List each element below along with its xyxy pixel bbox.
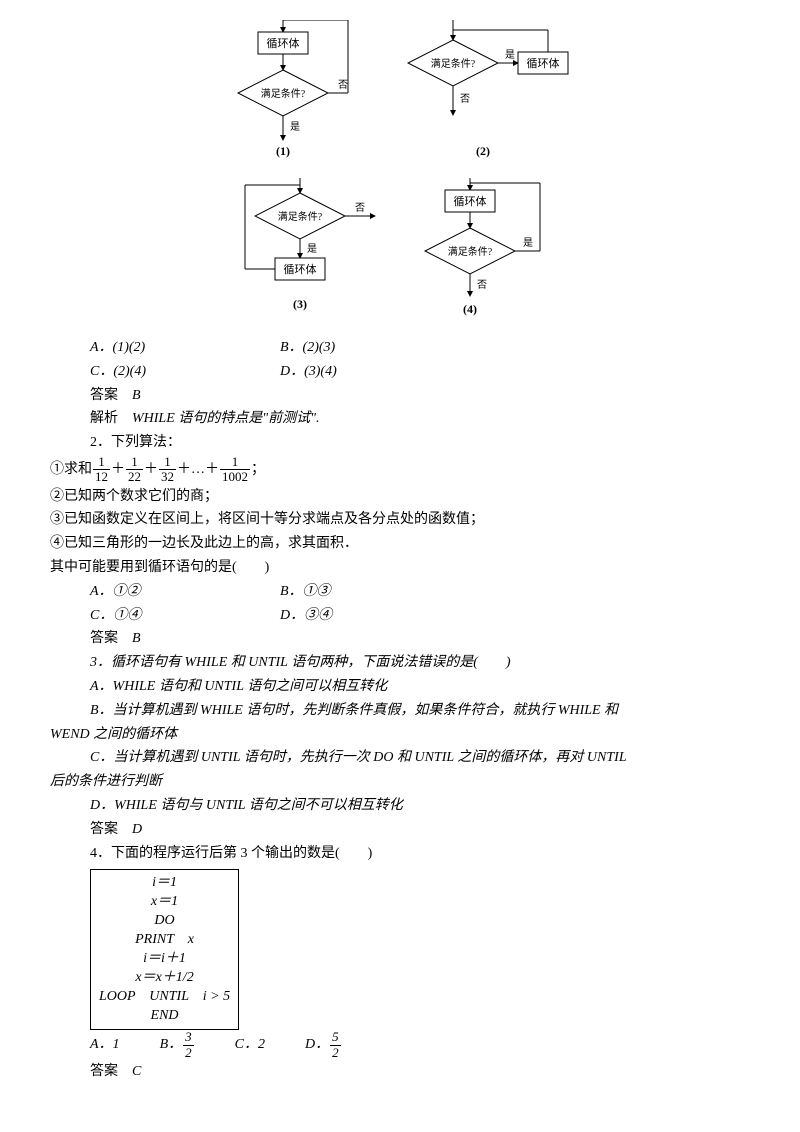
q4-code-box: i＝1 x＝1 DO PRINT x i＝i＋1 x＝x＋1/2 LOOP UN… xyxy=(90,869,239,1030)
code-l7: LOOP UNTIL i > 5 xyxy=(99,988,230,1007)
q4-answer-value: C xyxy=(132,1064,141,1079)
svg-text:(4): (4) xyxy=(463,302,477,316)
q2-line5: 其中可能要用到循环语句的是( ) xyxy=(50,556,750,580)
q2-options-row1: A．①② B．①③ xyxy=(90,580,750,604)
q1-answer: 答案 B xyxy=(90,384,750,408)
svg-text:循环体: 循环体 xyxy=(526,56,559,70)
flowchart-row-1: 循环体 满足条件? 否 是 (1) 满足条件? 是 循环体 否 (2) xyxy=(50,20,750,170)
q3-opt-c1: C．当计算机遇到 UNTIL 语句时，先执行一次 DO 和 UNTIL 之间的循… xyxy=(90,746,750,770)
svg-text:否: 否 xyxy=(460,93,470,105)
q3-answer-value: D xyxy=(132,822,142,837)
flowchart-3: 满足条件? 否 是 循环体 (3) xyxy=(235,178,385,328)
svg-text:满足条件?: 满足条件? xyxy=(448,245,493,258)
svg-text:循环体: 循环体 xyxy=(454,194,487,208)
q2-sum-label: ①求和 xyxy=(50,462,92,477)
q1-opt-c: C．(2)(4) xyxy=(90,360,280,384)
svg-text:否: 否 xyxy=(338,79,348,91)
q3-opt-b1: B．当计算机遇到 WHILE 语句时，先判断条件真假，如果条件符合，就执行 WH… xyxy=(90,699,750,723)
expl-label: 解析 xyxy=(90,411,118,426)
q2-answer-value: B xyxy=(132,631,141,646)
q1-options-row1: A．(1)(2) B．(2)(3) xyxy=(90,336,750,360)
code-l1: i＝1 xyxy=(99,874,230,893)
svg-text:满足条件?: 满足条件? xyxy=(430,57,475,70)
q2-opt-d: D．③④ xyxy=(280,604,470,628)
flowchart-1: 循环体 满足条件? 否 是 (1) xyxy=(228,20,373,170)
q2-answer: 答案 B xyxy=(90,627,750,651)
q3-opt-d: D．WHILE 语句与 UNTIL 语句之间不可以相互转化 xyxy=(90,794,750,818)
q4-options: A．1 B．32 C．2 D．52 xyxy=(90,1030,750,1060)
code-l8: END xyxy=(99,1007,230,1026)
q1-expl-text: WHILE 语句的特点是"前测试". xyxy=(132,411,320,426)
q2-opt-c: C．①④ xyxy=(90,604,280,628)
q2-opt-b: B．①③ xyxy=(280,580,470,604)
q3-answer: 答案 D xyxy=(90,818,750,842)
svg-text:是: 是 xyxy=(290,121,300,133)
q4-answer: 答案 C xyxy=(90,1060,750,1084)
q2-title: 2．下列算法： xyxy=(90,431,750,455)
q2-line2: ②已知两个数求它们的商； xyxy=(50,485,750,509)
q3-opt-a: A．WHILE 语句和 UNTIL 语句之间可以相互转化 xyxy=(90,675,750,699)
frac-1: 112 xyxy=(93,455,110,485)
q1-opt-b: B．(2)(3) xyxy=(280,336,470,360)
q2-options-row2: C．①④ D．③④ xyxy=(90,604,750,628)
frac-n: 11002 xyxy=(220,455,250,485)
q2-line4: ④已知三角形的一边长及此边上的高，求其面积． xyxy=(50,532,750,556)
q1-opt-a: A．(1)(2) xyxy=(90,336,280,360)
code-l3: DO xyxy=(99,912,230,931)
frac-3: 132 xyxy=(159,455,176,485)
svg-text:(2): (2) xyxy=(476,144,490,158)
code-l6: x＝x＋1/2 xyxy=(99,969,230,988)
answer-label: 答案 xyxy=(90,822,118,837)
q3-opt-c2: 后的条件进行判断 xyxy=(50,770,750,794)
q2-opt-a: A．①② xyxy=(90,580,280,604)
q3-opt-b2: WEND 之间的循环体 xyxy=(50,723,750,747)
frac-2: 122 xyxy=(126,455,143,485)
svg-text:循环体: 循环体 xyxy=(284,262,317,276)
flowchart-2: 满足条件? 是 循环体 否 (2) xyxy=(403,20,573,170)
svg-text:否: 否 xyxy=(477,279,487,291)
q1-answer-value: B xyxy=(132,388,141,403)
answer-label: 答案 xyxy=(90,631,118,646)
svg-text:满足条件?: 满足条件? xyxy=(278,210,323,223)
svg-text:(3): (3) xyxy=(293,297,307,311)
code-l2: x＝1 xyxy=(99,893,230,912)
q4-title: 4．下面的程序运行后第 3 个输出的数是( ) xyxy=(90,842,750,866)
svg-text:循环体: 循环体 xyxy=(266,36,299,50)
q4-opt-c: C．2 xyxy=(235,1033,265,1057)
code-l5: i＝i＋1 xyxy=(99,950,230,969)
q2-line3: ③已知函数定义在区间上，将区间十等分求端点及各分点处的函数值； xyxy=(50,508,750,532)
answer-label: 答案 xyxy=(90,388,118,403)
q4-opt-d: D．52 xyxy=(305,1030,342,1060)
q1-explanation: 解析 WHILE 语句的特点是"前测试". xyxy=(90,407,750,431)
q2-line1: ①求和112＋122＋132＋…＋11002； xyxy=(50,455,750,485)
svg-text:满足条件?: 满足条件? xyxy=(260,87,305,100)
q1-options-row2: C．(2)(4) D．(3)(4) xyxy=(90,360,750,384)
q3-title: 3．循环语句有 WHILE 和 UNTIL 语句两种，下面说法错误的是( ) xyxy=(90,651,750,675)
q4-opt-b: B．32 xyxy=(160,1030,195,1060)
code-l4: PRINT x xyxy=(99,931,230,950)
answer-label: 答案 xyxy=(90,1064,118,1079)
svg-text:否: 否 xyxy=(355,202,365,214)
svg-text:是: 是 xyxy=(505,49,515,61)
q1-opt-d: D．(3)(4) xyxy=(280,360,470,384)
svg-text:是: 是 xyxy=(523,237,533,249)
flowchart-row-2: 满足条件? 否 是 循环体 (3) 循环体 满足条件? 是 否 (4) xyxy=(50,178,750,328)
flowchart-4: 循环体 满足条件? 是 否 (4) xyxy=(415,178,565,328)
q4-opt-a: A．1 xyxy=(90,1033,120,1057)
svg-text:(1): (1) xyxy=(276,144,290,158)
svg-text:是: 是 xyxy=(307,243,317,255)
